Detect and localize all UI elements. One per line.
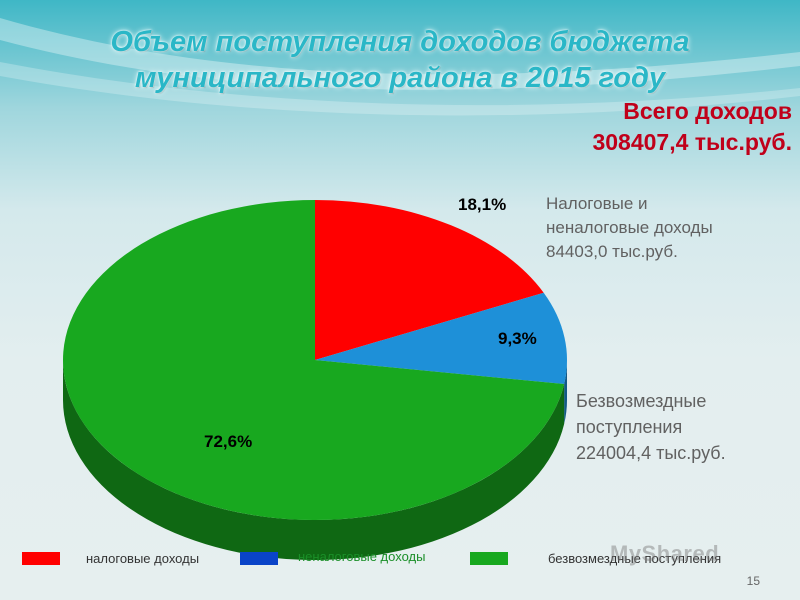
page-title: Объем поступления доходов бюджета муници… [110,26,690,94]
annotation-gratuitous: Безвозмездные поступления 224004,4 тыс.р… [576,388,786,466]
annotation-line: 84403,0 тыс.руб. [546,242,678,261]
annotation-line: неналоговые доходы [546,218,713,237]
pie-slice-gratuitous [63,200,565,520]
legend-label-gratuitous: безвозмездные поступления [548,551,722,566]
annotation-line: поступления [576,417,683,437]
slice-label-nontax: 9,3% [498,329,537,348]
watermark-logo: MyShared [610,541,720,566]
pie-side-gratuitous [63,360,565,561]
legend-swatch-nontax [240,552,278,565]
legend-label-tax: налоговые доходы [86,551,200,566]
slice-label-gratuitous: 72,6% [204,432,252,451]
background-swoosh [0,18,800,116]
slice-label-tax: 18,1% [458,195,506,214]
page-number: 15 [746,574,760,588]
annotation-line: Налоговые и [546,194,648,213]
total-income: Всего доходов 308407,4 тыс.руб. [592,96,792,158]
annotation-line: Безвозмездные [576,391,707,411]
pie-labels: 18,1% 9,3% 72,6% [204,195,537,451]
total-income-label: Всего доходов [623,98,792,124]
total-income-value: 308407,4 тыс.руб. [592,129,792,155]
annotation-tax-nontax: Налоговые и неналоговые доходы 84403,0 т… [546,192,776,264]
pie-slice-tax [315,200,544,360]
annotation-line: 224004,4 тыс.руб. [576,443,726,463]
legend-swatch-gratuitous [470,552,508,565]
legend-swatch-tax [22,552,60,565]
pie-side-nontax [564,360,567,425]
pie-sides [63,360,567,561]
pie-slices [63,200,567,520]
legend-label-nontax: неналоговые доходы [298,549,426,564]
pie-slice-nontax [315,292,567,385]
